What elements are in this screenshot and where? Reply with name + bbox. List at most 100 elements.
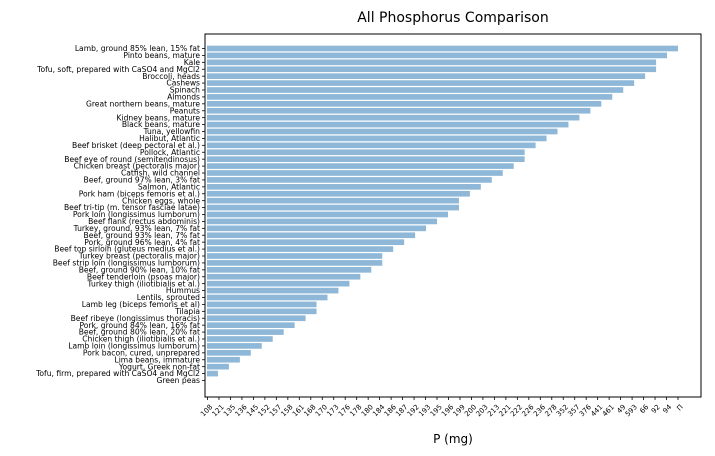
y-tick-label: Yogurt, Greek non-fat bbox=[118, 362, 200, 371]
bar bbox=[207, 315, 306, 322]
bar bbox=[207, 218, 438, 225]
x-tick-label: 94 bbox=[661, 403, 673, 415]
bar bbox=[207, 356, 240, 363]
y-tick-label: Lamb, ground 85% lean, 15% fat bbox=[75, 44, 200, 53]
bar bbox=[207, 266, 372, 273]
bar bbox=[207, 190, 470, 197]
bar bbox=[207, 211, 448, 218]
bar bbox=[207, 59, 657, 66]
bars-group bbox=[207, 45, 678, 377]
bar bbox=[207, 336, 273, 342]
y-tick-label: Chicken breast (pectoralis major) bbox=[74, 162, 200, 171]
y-tick-label: Peanuts bbox=[170, 106, 200, 115]
bar bbox=[207, 163, 514, 169]
bar bbox=[207, 280, 350, 287]
y-tick-label: Tilapia bbox=[174, 307, 200, 316]
y-tick-label: Black beans, mature bbox=[122, 120, 200, 129]
y-tick-label: Catfish, wild channel bbox=[121, 169, 200, 178]
y-tick-label: Lentils, sprouted bbox=[137, 293, 200, 302]
y-tick-label: Pork, ground 84% lean, 16% fat bbox=[79, 321, 200, 330]
y-tick-label: Beef eye of round (semitendinosus) bbox=[64, 155, 200, 164]
x-axis-label: P (mg) bbox=[433, 432, 473, 446]
x-tick-label: Π bbox=[675, 403, 684, 412]
bar bbox=[207, 87, 624, 93]
y-tick-label: Beef, ground 90% lean, 10% fat bbox=[79, 265, 200, 274]
bar bbox=[207, 66, 657, 73]
y-tick-label: Almonds bbox=[167, 93, 200, 102]
bar bbox=[207, 260, 383, 266]
y-tick-label: Beef, ground 93% lean, 7% fat bbox=[84, 231, 200, 240]
bar bbox=[207, 287, 339, 294]
bar bbox=[207, 301, 317, 308]
bar bbox=[207, 45, 678, 52]
y-tick-label: Lamb leg (biceps femoris et al) bbox=[82, 300, 200, 309]
y-tick-label: Turkey breast (pectoralis major) bbox=[78, 252, 200, 261]
y-tick-label: Pollock, Atlantic bbox=[140, 148, 200, 157]
y-tick-label: Beef, ground 97% lean, 3% fat bbox=[84, 176, 200, 185]
y-tick-label: Chicken eggs, whole bbox=[122, 196, 200, 205]
bar bbox=[207, 204, 459, 211]
y-tick-label: Beef strip loin (longissimus lumborum) bbox=[53, 259, 200, 268]
y-tick-label: Beef top sirloin (gluteus medius et al.) bbox=[54, 245, 200, 254]
y-tick-label: Tuna, yellowfin bbox=[143, 127, 201, 136]
x-axis-ticks: 1081211351361451521571581611681701731761… bbox=[199, 397, 685, 418]
y-tick-label: Beef, ground 80% lean, 20% fat bbox=[79, 328, 200, 337]
bar bbox=[207, 349, 251, 356]
bar bbox=[207, 246, 394, 252]
x-tick-label: 461 bbox=[601, 403, 616, 418]
bar bbox=[207, 273, 361, 280]
bar bbox=[207, 294, 328, 301]
y-tick-label: Tofu, firm, prepared with CaSO4 and MgCl… bbox=[35, 369, 200, 378]
bar bbox=[207, 121, 569, 128]
y-tick-label: Broccoli, heads bbox=[142, 72, 200, 81]
bar bbox=[207, 363, 229, 370]
y-tick-label: Tofu, soft, prepared with CaSO4 and MgCl… bbox=[36, 65, 200, 74]
y-tick-label: Kidney beans, mature bbox=[116, 113, 200, 122]
bar bbox=[207, 329, 284, 335]
bar bbox=[207, 232, 416, 239]
bar bbox=[207, 308, 317, 315]
bar bbox=[207, 239, 405, 246]
chart-title: All Phosphorus Comparison bbox=[357, 10, 549, 26]
bar bbox=[207, 170, 503, 176]
bar bbox=[207, 225, 427, 232]
bar bbox=[207, 322, 295, 329]
y-tick-label: Pork ham (biceps femoris et al.) bbox=[79, 189, 200, 198]
y-tick-label: Lima beans, immature bbox=[114, 355, 200, 364]
y-tick-label: Pinto beans, mature bbox=[123, 51, 200, 60]
plot-frame bbox=[204, 33, 702, 398]
y-tick-label: Beef tenderloin (psoas major) bbox=[87, 272, 200, 281]
bar bbox=[207, 253, 383, 259]
y-tick-label: Pork bacon, cured, unprepared bbox=[83, 348, 200, 357]
y-tick-label: Chicken thigh (iliotibialis et al.) bbox=[82, 335, 200, 344]
y-tick-label: Kale bbox=[184, 58, 201, 67]
y-tick-label: Salmon, Atlantic bbox=[138, 182, 200, 191]
x-tick-label: 49 bbox=[615, 403, 627, 415]
bar bbox=[207, 128, 558, 135]
bar bbox=[207, 156, 525, 163]
bar bbox=[207, 80, 635, 86]
y-tick-label: Beef ribeye (longissimus thoracis) bbox=[71, 314, 200, 323]
bar bbox=[207, 197, 459, 204]
bar bbox=[207, 107, 591, 114]
y-tick-label: Pork loin (longissimus lumborum) bbox=[73, 210, 200, 219]
x-tick-label: 66 bbox=[638, 403, 650, 415]
bar bbox=[207, 149, 525, 156]
bar bbox=[207, 177, 492, 183]
bar bbox=[207, 52, 668, 59]
bar bbox=[207, 142, 536, 149]
bar bbox=[207, 343, 262, 349]
y-tick-label: Halibut, Atlantic bbox=[139, 134, 200, 143]
y-tick-label: Turkey, ground, 93% lean, 7% fat bbox=[73, 224, 200, 233]
y-tick-label: Beef tri-tip (m. tensor fasciae latae) bbox=[64, 203, 200, 212]
y-tick-label: Great northern beans, mature bbox=[86, 99, 200, 108]
y-tick-label: Hummus bbox=[166, 286, 200, 295]
bar bbox=[207, 370, 218, 377]
y-tick-label: Turkey thigh (iliotibialis et al.) bbox=[87, 279, 201, 288]
bar bbox=[207, 73, 646, 80]
y-tick-label: Beef flank (rectus abdominis) bbox=[88, 217, 200, 226]
y-tick-label: Lamb loin (longissimus lumborum) bbox=[68, 342, 200, 351]
